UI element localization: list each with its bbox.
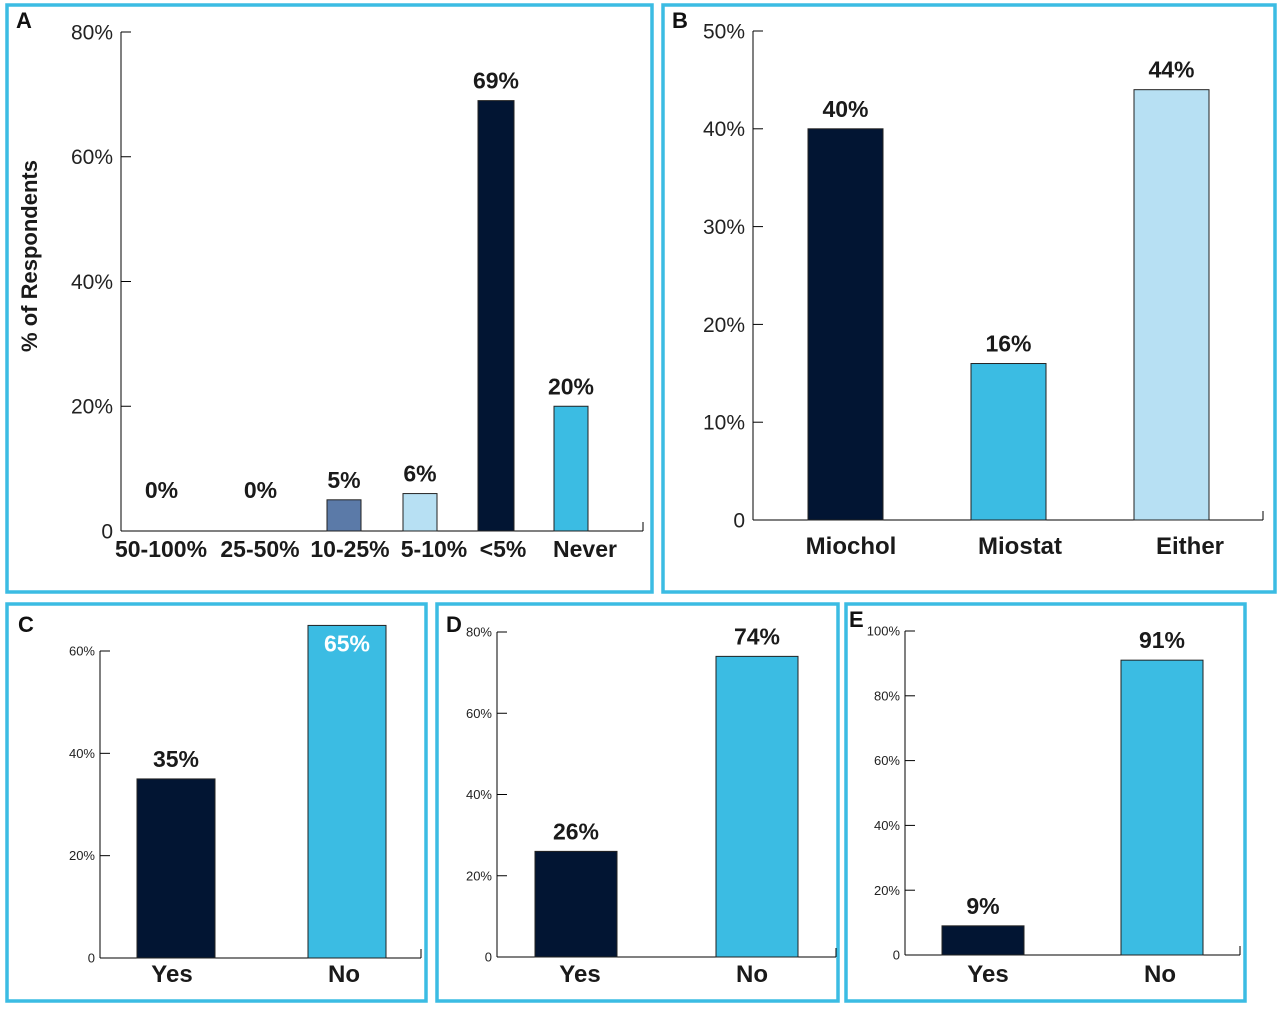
- bar-yes: [534, 850, 618, 958]
- x-category-label: 10-25%: [310, 536, 389, 562]
- y-tick-label: 0: [88, 951, 95, 966]
- x-category-label: No: [1144, 961, 1176, 988]
- panel-letter: A: [16, 8, 32, 33]
- y-tick-label: 0: [101, 520, 113, 543]
- y-tick-label: 40%: [69, 746, 95, 761]
- bar-no: [307, 624, 387, 959]
- x-category-label: Miostat: [978, 533, 1062, 560]
- x-category-label: Yes: [967, 961, 1008, 988]
- bar-10-25-: [326, 499, 362, 532]
- y-tick-label: 60%: [69, 644, 95, 659]
- x-category-label: No: [736, 961, 768, 988]
- bar-no: [715, 655, 799, 958]
- bar-5-10-: [402, 493, 438, 532]
- bar-yes: [941, 925, 1025, 956]
- bar-no: [1120, 659, 1204, 956]
- bar-yes: [136, 778, 216, 959]
- y-tick-label: 60%: [466, 706, 492, 721]
- x-category-label: Never: [553, 536, 617, 562]
- data-label: 9%: [966, 893, 999, 919]
- y-tick-label: 0: [485, 950, 492, 965]
- bar--5-: [477, 100, 515, 532]
- x-category-label: Miochol: [806, 533, 897, 560]
- x-category-label: <5%: [480, 536, 527, 562]
- x-category-label: 5-10%: [401, 536, 467, 562]
- y-tick-label: 10%: [703, 412, 745, 435]
- panel-e: E 0 20% 40% 60% 80% 100% 9% Yes 91% No: [844, 602, 1247, 1003]
- y-tick-label: 80%: [466, 625, 492, 640]
- y-tick-label: 20%: [69, 848, 95, 863]
- y-axis-title: % of Respondents: [17, 160, 42, 352]
- y-tick-label: 0: [893, 948, 900, 963]
- panel-frame: [661, 3, 1277, 594]
- x-category-label: Yes: [151, 961, 192, 988]
- data-label: 65%: [324, 630, 370, 656]
- y-tick-label: 20%: [874, 883, 900, 898]
- panel-letter: C: [18, 612, 34, 637]
- y-tick-label: 40%: [466, 787, 492, 802]
- data-label: 74%: [734, 623, 780, 649]
- x-category-label: 25-50%: [220, 536, 299, 562]
- panel-frame: [5, 602, 428, 1003]
- y-tick-label: 30%: [703, 216, 745, 239]
- panel-c: C 0 20% 40% 60% 35% Yes 65% No: [5, 602, 428, 1003]
- data-label: 35%: [153, 746, 199, 772]
- data-label: 26%: [553, 818, 599, 844]
- y-tick-label: 20%: [466, 868, 492, 883]
- y-tick-label: 40%: [874, 818, 900, 833]
- y-tick-label: 80%: [874, 688, 900, 703]
- bar-never: [553, 405, 589, 532]
- y-tick-label: 40%: [71, 271, 113, 294]
- data-label: 91%: [1139, 627, 1185, 653]
- panel-letter: D: [446, 612, 462, 637]
- panel-frame: [844, 602, 1247, 1003]
- y-tick-label: 80%: [71, 21, 113, 44]
- y-tick-label: 0: [733, 509, 745, 532]
- data-label: 6%: [403, 461, 436, 487]
- data-label: 20%: [548, 373, 594, 399]
- panel-d: D 0 20% 40% 60% 80% 26% Yes 74% No: [435, 602, 840, 1003]
- panel-letter: E: [849, 607, 864, 632]
- data-label: 16%: [985, 331, 1031, 357]
- x-category-label: Either: [1156, 533, 1224, 560]
- data-label: 0%: [244, 477, 277, 503]
- y-tick-label: 20%: [703, 314, 745, 337]
- x-category-label: 50-100%: [115, 536, 207, 562]
- panel-frame: [5, 3, 654, 594]
- panel-frame: [435, 602, 840, 1003]
- data-label: 5%: [327, 467, 360, 493]
- bar-either: [1133, 89, 1210, 521]
- data-label: 40%: [822, 96, 868, 122]
- x-category-label: No: [328, 961, 360, 988]
- y-tick-label: 100%: [867, 624, 901, 639]
- y-tick-label: 50%: [703, 20, 745, 43]
- data-label: 0%: [145, 477, 178, 503]
- panel-a: A 0 20% 40% 60% 80% 0% 50-100% 0% 25-50% 5% 10-25% 6…: [5, 3, 654, 594]
- bar-miochol: [807, 128, 884, 521]
- panel-letter: B: [672, 8, 688, 33]
- data-label: 69%: [473, 68, 519, 94]
- y-tick-label: 60%: [874, 753, 900, 768]
- x-category-label: Yes: [559, 961, 600, 988]
- bar-miostat: [970, 363, 1047, 521]
- panel-b: B 0 10% 20% 30% 40% 50% 40% Miochol 16% Miostat 44%…: [661, 3, 1277, 594]
- data-label: 44%: [1148, 57, 1194, 83]
- y-tick-label: 60%: [71, 146, 113, 169]
- y-tick-label: 20%: [71, 396, 113, 419]
- y-tick-label: 40%: [703, 118, 745, 141]
